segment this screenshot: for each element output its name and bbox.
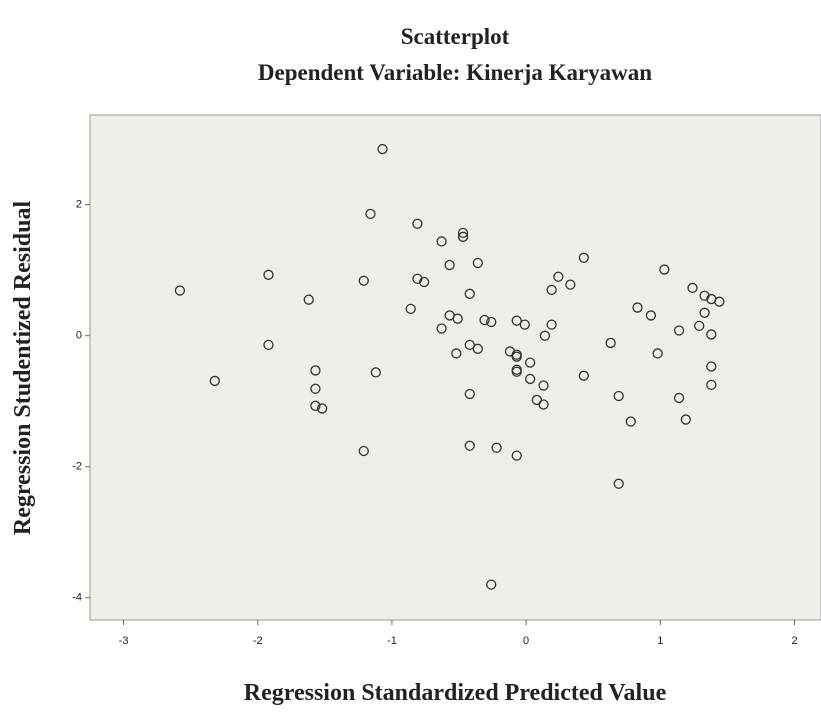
point [452, 313, 463, 324]
point [652, 348, 663, 359]
x-tick-label: -1 [387, 635, 397, 647]
point [436, 323, 447, 334]
point [673, 392, 685, 404]
point [444, 259, 455, 271]
point [472, 343, 483, 354]
point [706, 379, 717, 391]
point [632, 302, 643, 313]
point [418, 276, 430, 288]
x-tick-label: 1 [657, 635, 663, 647]
point [303, 294, 314, 305]
point [714, 296, 725, 307]
point [317, 403, 328, 414]
point [263, 269, 274, 280]
point [464, 339, 475, 351]
point [706, 361, 717, 372]
point [613, 390, 624, 402]
y-tick-label: 0 [76, 330, 82, 342]
point [511, 450, 522, 461]
point [553, 271, 564, 282]
point [519, 319, 530, 330]
point [310, 383, 321, 394]
point [436, 236, 447, 247]
point [673, 325, 685, 336]
point [412, 218, 423, 229]
x-tick-label: -2 [253, 635, 263, 647]
point [457, 227, 469, 239]
point [451, 348, 462, 359]
point [464, 388, 475, 400]
chart-title: Scatterplot [401, 24, 510, 49]
point [486, 316, 497, 328]
point [538, 399, 549, 410]
point [310, 365, 321, 376]
point [524, 357, 536, 368]
point [457, 231, 469, 242]
point [358, 275, 369, 286]
point [472, 257, 483, 269]
y-axis-label: Regression Studentized Residual [10, 201, 36, 536]
point [464, 288, 475, 299]
point [479, 314, 490, 326]
x-tick-label: 0 [523, 635, 529, 647]
point [546, 319, 557, 330]
y-tick-label: -4 [72, 592, 82, 604]
point [310, 400, 321, 411]
point [377, 143, 388, 155]
point [486, 579, 497, 590]
point [680, 414, 691, 425]
point [511, 366, 522, 377]
point [412, 273, 423, 284]
point [209, 375, 220, 387]
point [358, 445, 369, 457]
point [699, 290, 710, 301]
point [578, 370, 589, 381]
point [511, 351, 522, 362]
point [613, 478, 624, 489]
point [174, 285, 186, 296]
point [370, 367, 381, 378]
point [539, 330, 551, 341]
point [511, 315, 522, 326]
point [706, 329, 717, 340]
y-tick-label: 2 [76, 199, 82, 211]
point [538, 380, 549, 391]
point [524, 373, 536, 385]
point [546, 284, 557, 296]
point [263, 339, 274, 351]
x-axis-label: Regression Standardized Predicted Value [244, 680, 667, 706]
plot-area [89, 114, 821, 621]
point [578, 252, 589, 263]
point [491, 442, 502, 453]
point [565, 279, 576, 290]
point [694, 320, 705, 332]
y-tick-label: -2 [72, 461, 82, 473]
point [699, 307, 710, 318]
chart-subtitle: Dependent Variable: Kinerja Karyawan [258, 60, 652, 85]
point [625, 416, 636, 427]
point [504, 346, 516, 357]
point [464, 440, 475, 451]
point [659, 264, 670, 275]
x-tick-label: -3 [119, 635, 129, 647]
point [645, 310, 657, 321]
x-tick-label: 2 [791, 635, 797, 647]
point [605, 337, 616, 349]
point [365, 208, 376, 220]
point [405, 303, 416, 315]
point [687, 282, 698, 294]
